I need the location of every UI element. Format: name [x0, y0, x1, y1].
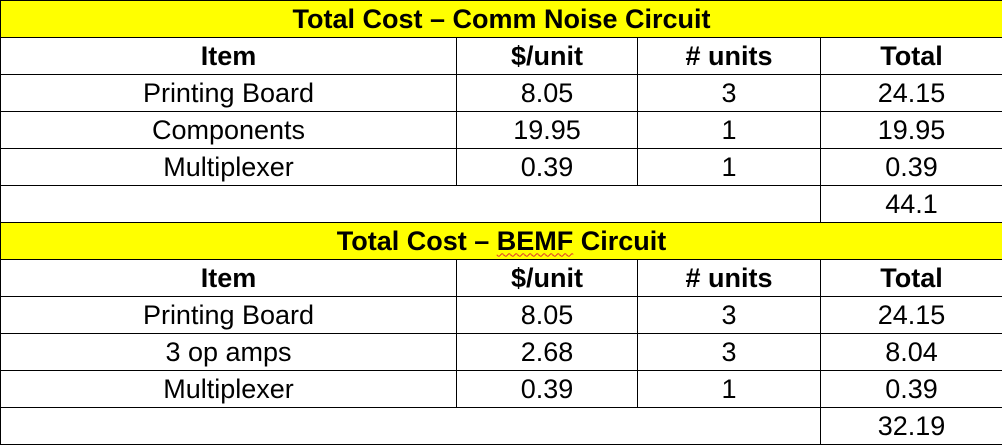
header-units[interactable]: # units — [637, 37, 821, 75]
cell-units[interactable]: 1 — [637, 148, 821, 186]
cell-total[interactable]: 24.15 — [820, 296, 1002, 334]
cell-total[interactable]: 24.15 — [820, 74, 1002, 112]
table-title-row: Total Cost – BEMF Circuit — [0, 222, 1002, 260]
cell-unit-price[interactable]: 8.05 — [456, 74, 638, 112]
header-unit-price[interactable]: $/unit — [456, 37, 638, 75]
cell-unit-price[interactable]: 19.95 — [456, 111, 638, 149]
cell-item[interactable]: Components — [0, 111, 457, 149]
cell-units[interactable]: 3 — [637, 333, 821, 371]
cell-total[interactable]: 0.39 — [820, 148, 1002, 186]
sum-empty-cell[interactable] — [0, 185, 821, 223]
sum-row: 44.1 — [0, 185, 1002, 223]
cell-unit-price[interactable]: 8.05 — [456, 296, 638, 334]
sum-empty-cell[interactable] — [0, 407, 821, 445]
header-row: Item $/unit # units Total — [0, 37, 1002, 75]
cell-item[interactable]: Printing Board — [0, 296, 457, 334]
title-prefix: Total Cost – — [336, 225, 497, 256]
cell-units[interactable]: 1 — [637, 111, 821, 149]
table-row: Multiplexer 0.39 1 0.39 — [0, 370, 1002, 408]
cell-unit-price[interactable]: 0.39 — [456, 370, 638, 408]
header-row: Item $/unit # units Total — [0, 259, 1002, 297]
header-total[interactable]: Total — [820, 259, 1002, 297]
table-title[interactable]: Total Cost – BEMF Circuit — [0, 222, 1002, 260]
cell-total[interactable]: 19.95 — [820, 111, 1002, 149]
header-total[interactable]: Total — [820, 37, 1002, 75]
cell-item[interactable]: Multiplexer — [0, 370, 457, 408]
cell-units[interactable]: 3 — [637, 296, 821, 334]
table-row: Printing Board 8.05 3 24.15 — [0, 74, 1002, 112]
header-units[interactable]: # units — [637, 259, 821, 297]
cell-unit-price[interactable]: 0.39 — [456, 148, 638, 186]
sum-total[interactable]: 44.1 — [820, 185, 1002, 223]
header-unit-price[interactable]: $/unit — [456, 259, 638, 297]
header-item[interactable]: Item — [0, 37, 457, 75]
header-item[interactable]: Item — [0, 259, 457, 297]
table-row: Components 19.95 1 19.95 — [0, 111, 1002, 149]
spellcheck-flagged-word: BEMF — [496, 225, 574, 256]
cell-item[interactable]: 3 op amps — [0, 333, 457, 371]
cell-units[interactable]: 3 — [637, 74, 821, 112]
table-row: Multiplexer 0.39 1 0.39 — [0, 148, 1002, 186]
sum-total[interactable]: 32.19 — [820, 407, 1002, 445]
table-row: Printing Board 8.05 3 24.15 — [0, 296, 1002, 334]
table-title-row: Total Cost – Comm Noise Circuit — [0, 0, 1002, 38]
cell-unit-price[interactable]: 2.68 — [456, 333, 638, 371]
sum-row: 32.19 — [0, 407, 1002, 445]
title-suffix: Circuit — [573, 225, 667, 256]
table-row: 3 op amps 2.68 3 8.04 — [0, 333, 1002, 371]
cell-item[interactable]: Printing Board — [0, 74, 457, 112]
table-title[interactable]: Total Cost – Comm Noise Circuit — [0, 0, 1002, 38]
cell-units[interactable]: 1 — [637, 370, 821, 408]
cell-item[interactable]: Multiplexer — [0, 148, 457, 186]
cell-total[interactable]: 8.04 — [820, 333, 1002, 371]
cell-total[interactable]: 0.39 — [820, 370, 1002, 408]
